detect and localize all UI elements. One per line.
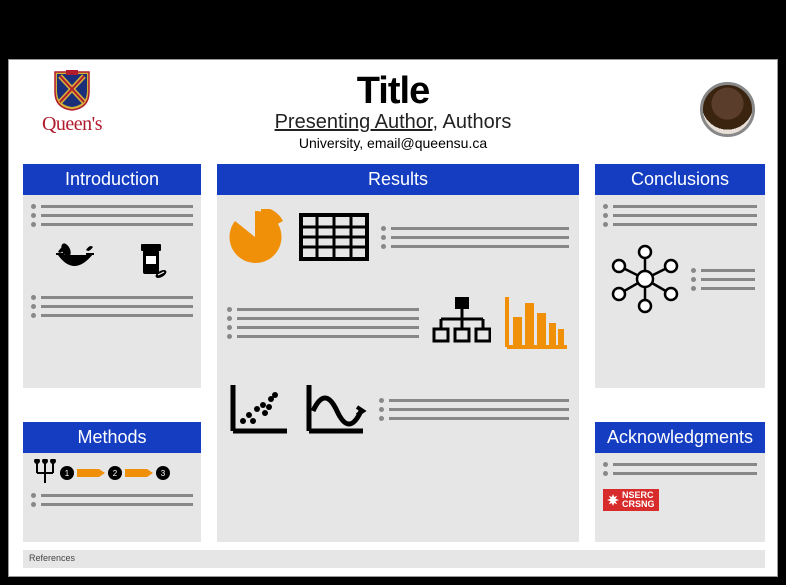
bullet-line: [603, 222, 757, 227]
bullet-line: [691, 268, 755, 273]
poster-grid: Introduction: [23, 164, 765, 544]
methods-panel: Methods 1 2 3: [23, 422, 201, 542]
bullet-line: [31, 295, 193, 300]
bullet-line: [603, 471, 757, 476]
bullet-line: [381, 226, 569, 231]
methods-body: 1 2 3: [23, 453, 201, 519]
queens-logo: Queen's: [27, 70, 117, 136]
bullet-line: [379, 416, 569, 421]
bar-chart-icon: [503, 295, 569, 351]
bullet-line: [379, 407, 569, 412]
introduction-header: Introduction: [23, 164, 201, 195]
bullet-line: [227, 325, 419, 330]
acknowledgments-header: Acknowledgments: [595, 422, 765, 453]
wave-chart-icon: [303, 381, 367, 437]
results-body: [217, 195, 579, 451]
results-row-1: [227, 209, 569, 265]
bullet-line: [31, 313, 193, 318]
bullet-line: [603, 462, 757, 467]
intro-bullets-top: [23, 195, 201, 236]
bullet-line: [381, 235, 569, 240]
bullet-line: [603, 213, 757, 218]
pie-chart-icon: [227, 209, 287, 265]
results-header: Results: [217, 164, 579, 195]
conclusions-figure-row: [595, 236, 765, 322]
shield-icon: [52, 70, 92, 112]
bullet-line: [227, 316, 419, 321]
authors-suffix: , Authors: [432, 111, 511, 133]
references-bar: References: [23, 550, 765, 568]
bullet-line: [31, 493, 193, 498]
presenting-author: Presenting Author: [275, 111, 433, 133]
conclusions-header: Conclusions: [595, 164, 765, 195]
intro-bullets-bottom: [23, 286, 201, 327]
conclusions-bullets-top: [595, 195, 765, 236]
bullet-line: [31, 502, 193, 507]
pill-bottle-icon: [139, 242, 169, 280]
queens-wordmark: Queen's: [27, 113, 117, 136]
svg-text:2: 2: [113, 469, 118, 478]
nserc-logo: NSERCCRSNG: [603, 489, 659, 511]
org-chart-icon: [431, 295, 491, 351]
poster-title: Title: [9, 70, 777, 113]
poster-header: Queen's Title Presenting Author, Authors…: [9, 60, 777, 154]
bullet-line: [31, 204, 193, 209]
bullet-line: [379, 398, 569, 403]
conclusions-panel: Conclusions: [595, 164, 765, 388]
network-icon: [605, 244, 685, 314]
author-photo: [700, 82, 755, 137]
poster-page: Queen's Title Presenting Author, Authors…: [8, 59, 778, 577]
references-label: References: [29, 553, 75, 563]
introduction-panel: Introduction: [23, 164, 201, 388]
affiliation: University, email@queensu.ca: [9, 135, 777, 151]
workflow-icon: 1 2 3: [31, 459, 191, 487]
author-line: Presenting Author, Authors: [9, 111, 777, 134]
bullet-line: [31, 304, 193, 309]
bullet-line: [227, 307, 419, 312]
bullet-line: [227, 334, 419, 339]
results-row-3: [227, 381, 569, 437]
bullet-line: [31, 222, 193, 227]
svg-text:3: 3: [161, 469, 166, 478]
results-row-2: [227, 295, 569, 351]
ack-bullets: [595, 453, 765, 485]
bullet-line: [603, 204, 757, 209]
table-icon: [299, 213, 369, 261]
methods-header: Methods: [23, 422, 201, 453]
svg-text:1: 1: [65, 469, 70, 478]
maple-leaf-icon: [607, 494, 619, 506]
mortar-pestle-icon: [56, 242, 94, 276]
bullet-line: [31, 213, 193, 218]
results-panel: Results: [217, 164, 579, 542]
nserc-text-2: CRSNG: [622, 499, 655, 509]
acknowledgments-panel: Acknowledgments NSERCCRSNG: [595, 422, 765, 542]
bullet-line: [381, 244, 569, 249]
intro-icons: [23, 236, 201, 286]
bullet-line: [691, 286, 755, 291]
scatter-plot-icon: [227, 381, 291, 437]
bullet-line: [691, 277, 755, 282]
